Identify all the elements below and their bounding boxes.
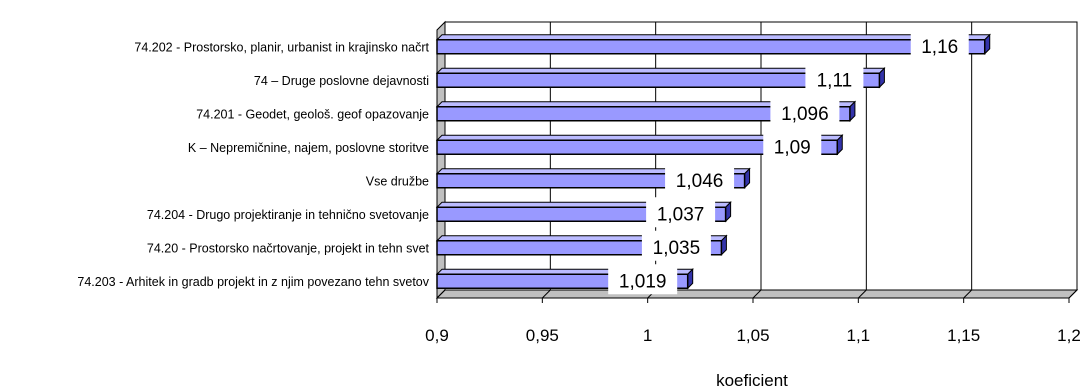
gridline-floor (857, 289, 867, 299)
bar (436, 139, 839, 155)
data-label-box (608, 264, 678, 295)
bar (436, 39, 986, 55)
chart-walls (435, 20, 1079, 300)
data-label: 1,035 (653, 238, 701, 259)
x-tick-label: 0,9 (425, 326, 449, 345)
x-tick-labels: 0,9 0,95 1 1,05 1,1 1,15 1,2 (425, 326, 1081, 345)
x-tick-label: 1,1 (847, 326, 871, 345)
data-label: 1,16 (921, 37, 958, 58)
x-tick-label: 1,15 (947, 326, 980, 345)
bar (436, 72, 881, 88)
category-label: 74.204 - Drugo projektiranje in tehnično… (147, 208, 429, 222)
data-label-box (770, 96, 840, 127)
category-label: 74.202 - Prostorsko, planir, urbanist in… (134, 40, 429, 54)
data-label-box (665, 163, 735, 194)
category-label: 74 – Druge poslovne dejavnosti (254, 74, 429, 88)
x-tick-label: 0,95 (526, 326, 559, 345)
bar (436, 106, 851, 122)
category-labels: 74.202 - Prostorsko, planir, urbanist in… (77, 40, 429, 289)
x-tick-label: 1,05 (736, 326, 769, 345)
data-label: 1,019 (619, 271, 667, 292)
gridlines (436, 22, 1078, 303)
data-label: 1,09 (774, 137, 811, 158)
data-label: 1,037 (657, 204, 705, 225)
gridline-floor (1068, 289, 1078, 299)
data-label-box (910, 29, 969, 60)
data-label: 1,096 (781, 104, 829, 125)
x-axis-title: koeficient (716, 371, 788, 390)
gridline-floor (963, 289, 973, 299)
x-tick-label: 1 (643, 326, 652, 345)
data-label-box (763, 130, 822, 161)
data-label-box (805, 63, 864, 94)
data-label-box (646, 197, 716, 228)
category-label: 74.203 - Arhitek in gradb projekt in z n… (77, 275, 429, 289)
side-wall (436, 20, 446, 300)
data-label: 1,11 (817, 70, 853, 91)
category-label: 74.20 - Prostorsko načrtovanje, projekt … (147, 241, 430, 255)
category-label: Vse družbe (366, 174, 429, 188)
x-tick-label: 1,2 (1057, 326, 1081, 345)
category-label: 74.201 - Geodet, geološ. geof opazovanje (196, 107, 429, 121)
data-label: 1,046 (676, 171, 724, 192)
gridline-floor (541, 289, 551, 299)
bars (435, 33, 991, 290)
gridline-floor (436, 289, 446, 299)
gridline-floor (752, 289, 762, 299)
data-labels: 1,16 1,11 1,096 1,09 1,046 1,037 1,035 1,019 (608, 29, 969, 295)
category-label: K – Nepremičnine, najem, poslovne storit… (188, 141, 429, 155)
data-label-box (641, 230, 711, 261)
